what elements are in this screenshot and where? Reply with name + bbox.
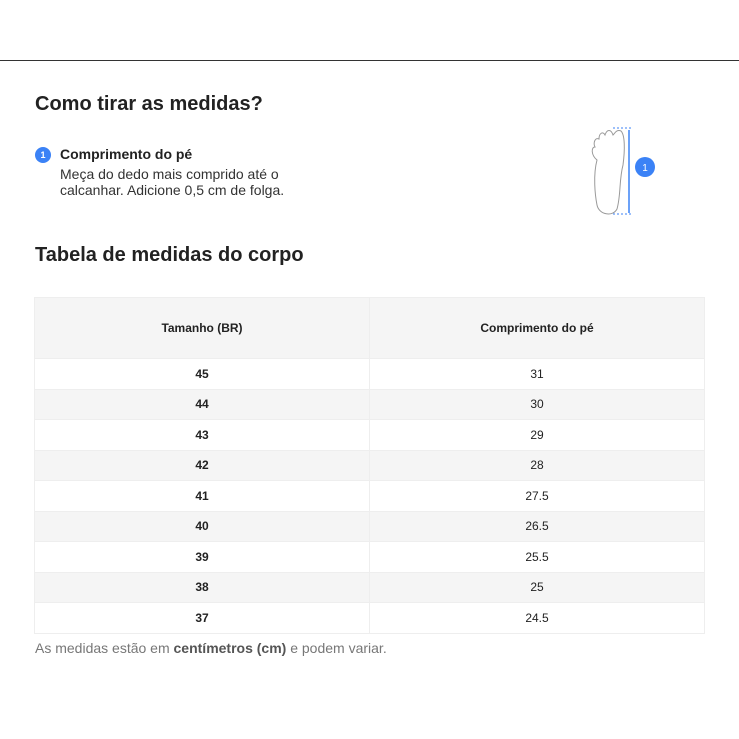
size-table: Tamanho (BR) Comprimento do pé 45 31 44 30 4… bbox=[34, 297, 705, 634]
table-row: 42 28 bbox=[34, 449, 705, 481]
table-row: 41 27.5 bbox=[34, 480, 705, 512]
table-row: 43 29 bbox=[34, 419, 705, 451]
step-description: Meça do dedo mais comprido até o calcanh… bbox=[60, 166, 285, 198]
table-row: 40 26.5 bbox=[34, 510, 705, 542]
table-row: 37 24.5 bbox=[34, 602, 705, 634]
note-text: As medidas estão em bbox=[35, 640, 174, 656]
header-foot-length: Comprimento do pé bbox=[369, 297, 705, 359]
table-row: 39 25.5 bbox=[34, 541, 705, 573]
foot-length-cell: 25.5 bbox=[369, 541, 705, 573]
step-number-badge: 1 bbox=[35, 147, 51, 163]
illustration-badge: 1 bbox=[642, 163, 648, 174]
size-cell: 43 bbox=[34, 419, 370, 451]
size-cell: 40 bbox=[34, 510, 370, 542]
foot-length-cell: 31 bbox=[369, 358, 705, 390]
size-cell: 41 bbox=[34, 480, 370, 512]
foot-length-cell: 27.5 bbox=[369, 480, 705, 512]
table-row: 38 25 bbox=[34, 571, 705, 603]
foot-length-cell: 25 bbox=[369, 571, 705, 603]
size-cell: 37 bbox=[34, 602, 370, 634]
size-cell: 42 bbox=[34, 449, 370, 481]
step-title: Comprimento do pé bbox=[60, 146, 193, 162]
foot-length-cell: 26.5 bbox=[369, 510, 705, 542]
foot-length-cell: 24.5 bbox=[369, 602, 705, 634]
foot-length-cell: 30 bbox=[369, 388, 705, 420]
note-text-end: e podem variar. bbox=[286, 640, 387, 656]
top-divider bbox=[0, 60, 739, 61]
note-units: centímetros (cm) bbox=[173, 640, 287, 656]
units-note: As medidas estão em centímetros (cm) e p… bbox=[35, 640, 387, 656]
foot-length-cell: 29 bbox=[369, 419, 705, 451]
size-cell: 39 bbox=[34, 541, 370, 573]
table-row: 45 31 bbox=[34, 358, 705, 390]
table-heading: Tabela de medidas do corpo bbox=[35, 244, 304, 266]
size-cell: 44 bbox=[34, 388, 370, 420]
measure-step: 1 Comprimento do pé Meça do dedo mais co… bbox=[35, 145, 284, 198]
foot-illustration: 1 bbox=[583, 125, 673, 225]
foot-icon: 1 bbox=[591, 127, 655, 215]
measure-heading: Como tirar as medidas? bbox=[35, 93, 263, 115]
size-cell: 45 bbox=[34, 358, 370, 390]
table-row: 44 30 bbox=[34, 388, 705, 420]
size-cell: 38 bbox=[34, 571, 370, 603]
header-size: Tamanho (BR) bbox=[34, 297, 370, 359]
foot-length-cell: 28 bbox=[369, 449, 705, 481]
